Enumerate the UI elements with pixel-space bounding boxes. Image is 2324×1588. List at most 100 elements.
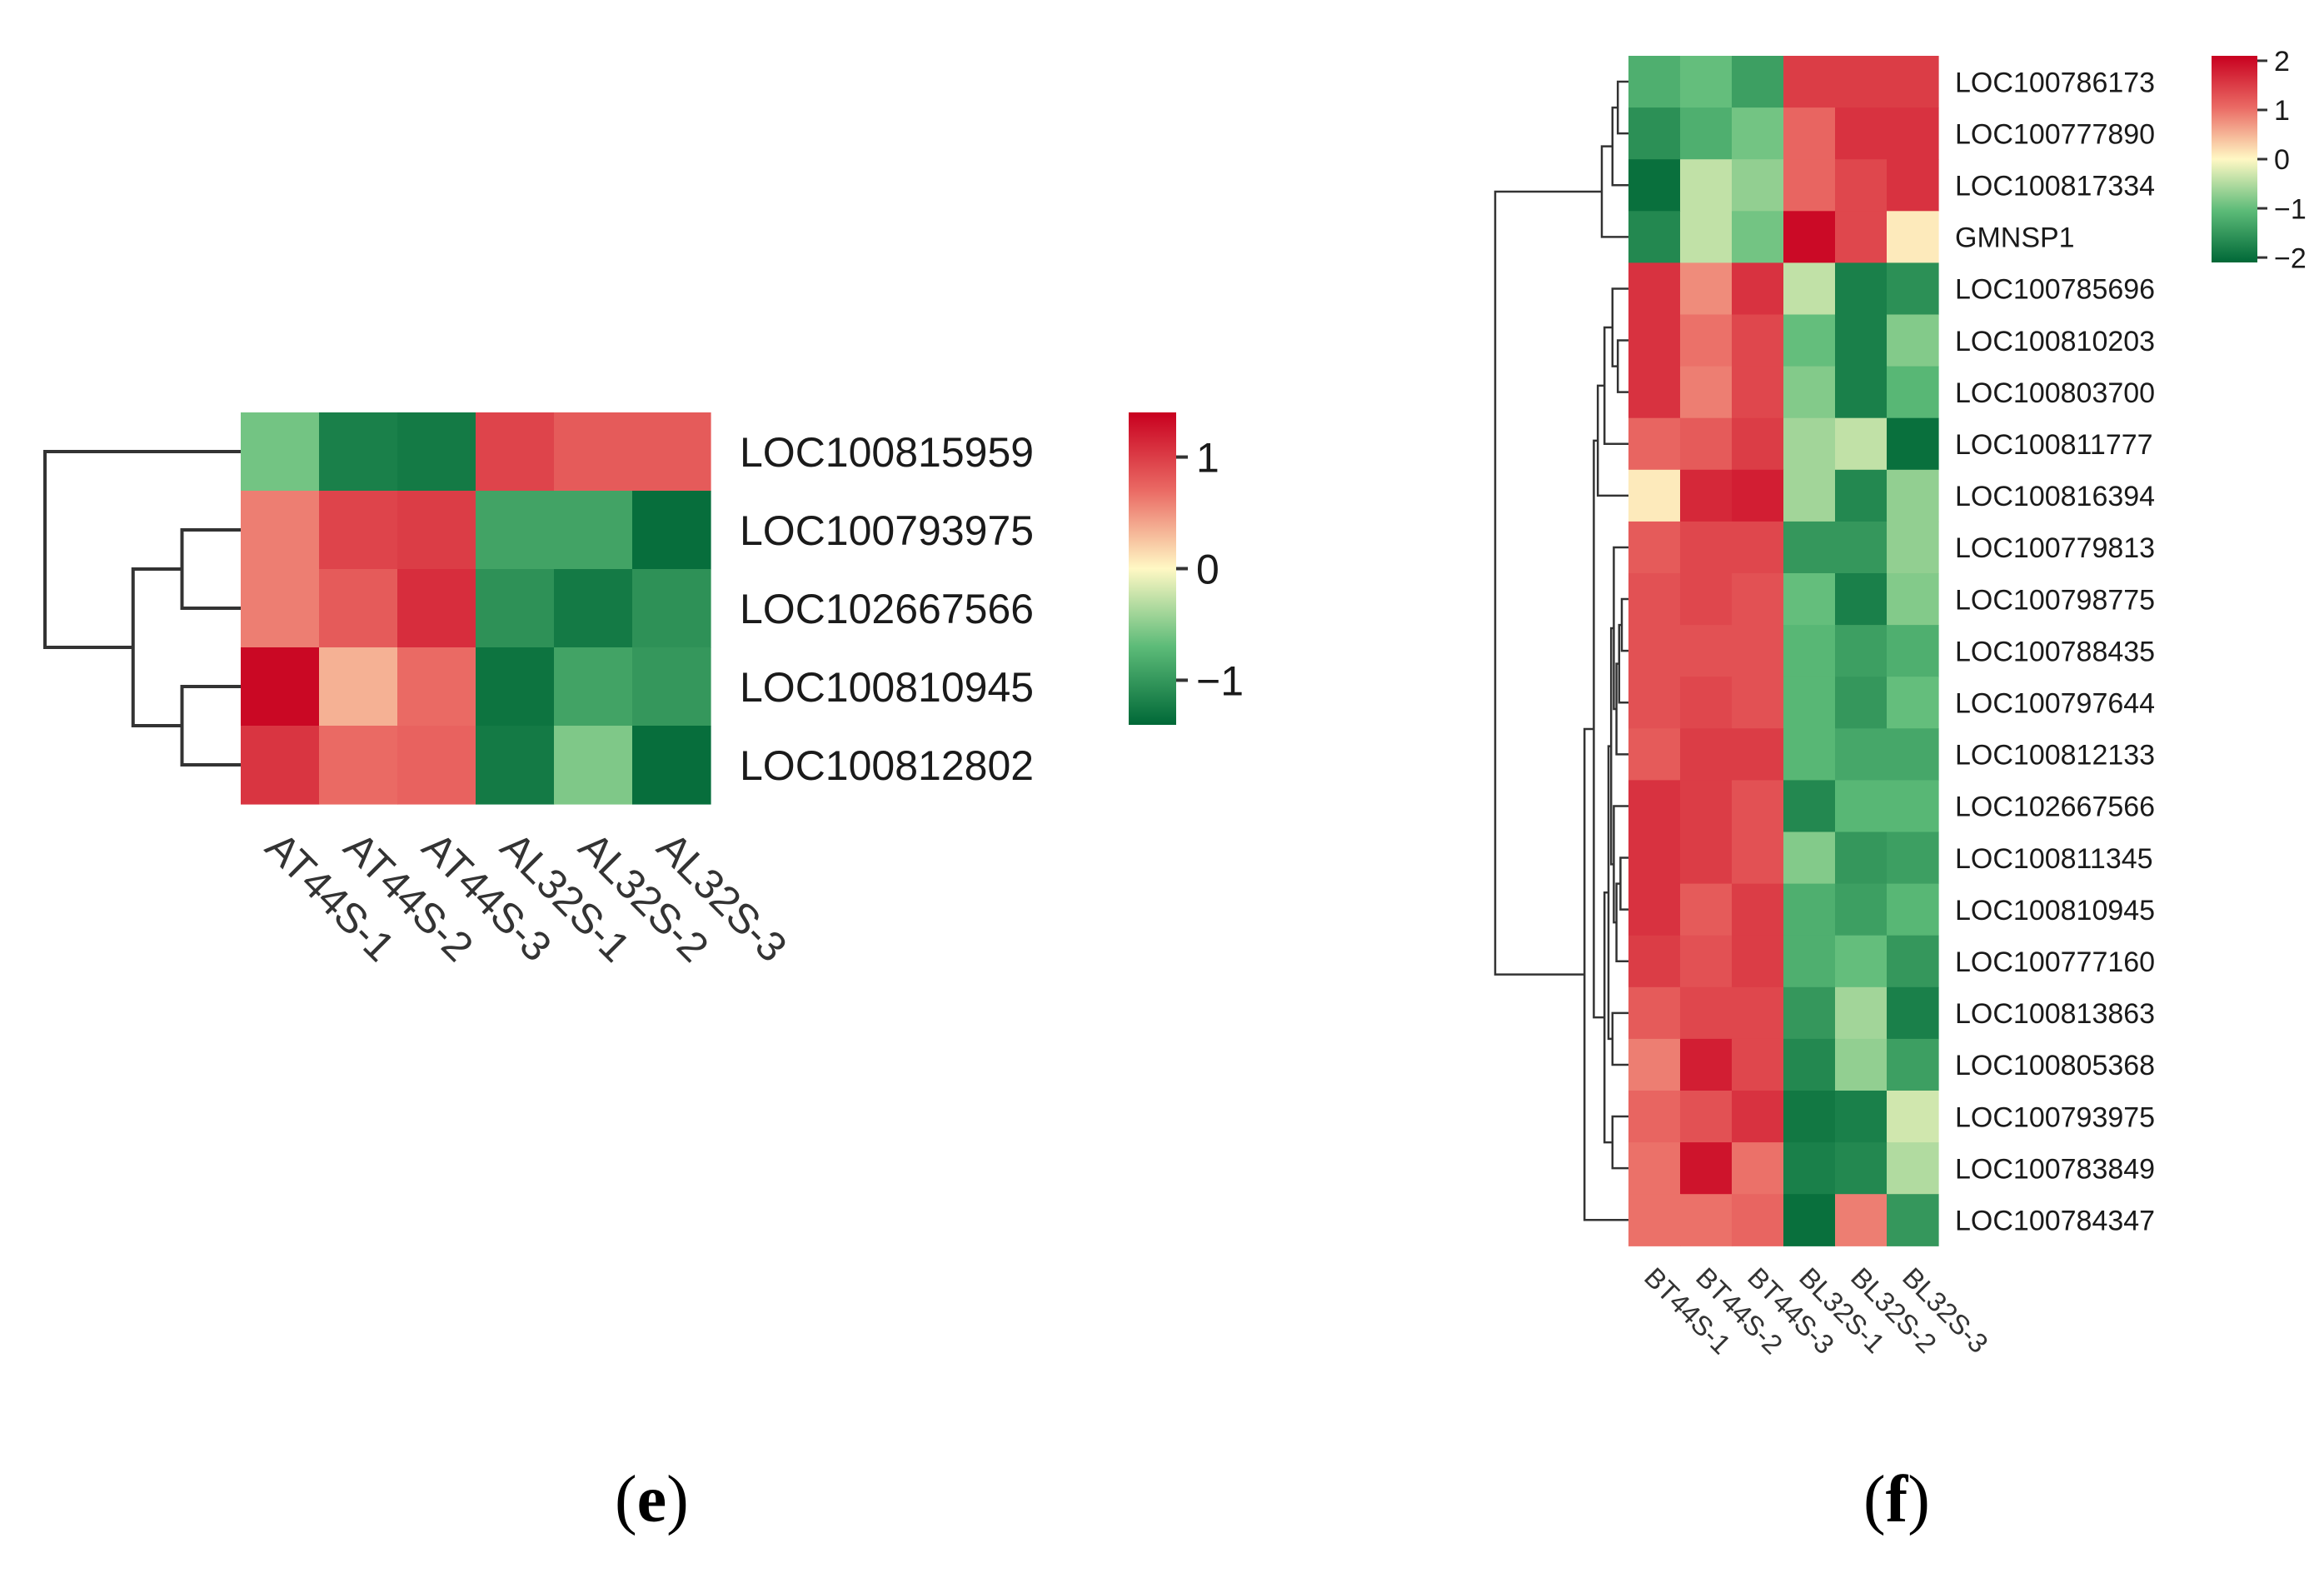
dendrogram-branch: [1603, 326, 1628, 445]
row-label: LOC100811345: [1955, 843, 2153, 875]
heatmap-cell: [1887, 780, 1939, 833]
heatmap-cell: [1887, 107, 1939, 160]
heatmap-cell: [1680, 417, 1733, 471]
row-label: LOC100810203: [1955, 326, 2155, 357]
heatmap-cell: [1887, 831, 1939, 885]
heatmap-cell: [1835, 986, 1888, 1040]
heatmap-cell: [319, 569, 398, 648]
heatmap-cell: [1732, 211, 1784, 263]
dendrogram-branch: [131, 567, 182, 727]
row-label: LOC100797644: [1955, 687, 2155, 719]
row-label: LOC102667566: [1955, 792, 2155, 823]
heatmap-cell: [554, 569, 633, 648]
heatmap-cell: [1732, 469, 1784, 522]
heatmap-cell: [1680, 159, 1733, 212]
heatmap-cell: [632, 412, 711, 492]
heatmap-cell: [1835, 573, 1888, 626]
heatmap-cell: [1835, 728, 1888, 781]
heatmap-cell: [1783, 107, 1836, 160]
heatmap-cell: [1628, 366, 1681, 419]
heatmap-cell: [1835, 625, 1888, 677]
dendrogram-branch: [180, 685, 241, 767]
row-label: LOC100815959: [740, 429, 1034, 476]
dendrogram-branch: [1611, 1011, 1628, 1066]
heatmap-cell: [241, 491, 320, 570]
heatmap-cell: [1628, 417, 1681, 471]
colorbar-tick-label: 0: [2274, 144, 2290, 176]
heatmap-cell: [397, 726, 476, 805]
heatmap-cell: [1887, 677, 1939, 729]
heatmap-cell: [632, 647, 711, 727]
heatmap-cell: [632, 569, 711, 648]
row-label: LOC100811777: [1955, 429, 2153, 461]
heatmap-cell: [1628, 935, 1681, 988]
heatmap-cell: [1628, 159, 1681, 212]
heatmap-cell: [1732, 521, 1784, 574]
heatmap-cell: [1680, 1142, 1733, 1195]
heatmap-cell: [1628, 262, 1681, 316]
heatmap-cell: [1783, 469, 1836, 522]
row-label: LOC100817334: [1955, 170, 2155, 202]
heatmap-cell: [1732, 1038, 1784, 1091]
heatmap-cell: [1680, 469, 1733, 522]
heatmap-cell: [1732, 831, 1784, 885]
heatmap-cell: [1783, 986, 1836, 1040]
heatmap-cell: [1783, 935, 1836, 988]
heatmap-cell: [1680, 986, 1733, 1040]
row-label: LOC100786173: [1955, 67, 2155, 98]
colorbar-tick-label: 0: [1196, 547, 1219, 593]
heatmap-cell: [1783, 1091, 1836, 1143]
colorbar-tick-label: 2: [2274, 46, 2290, 77]
dendrogram-branch: [1583, 727, 1628, 1221]
heatmap-cell: [1887, 314, 1939, 367]
heatmap-cell: [1783, 521, 1836, 574]
heatmap-cell: [1680, 625, 1733, 677]
colorbar-tick-label: −1: [1196, 657, 1244, 704]
heatmap-cell: [1783, 159, 1836, 212]
heatmap-cell: [1887, 935, 1939, 988]
heatmap-cell: [1628, 107, 1681, 160]
heatmap-cell: [1680, 56, 1733, 108]
row-label: LOC100816394: [1955, 481, 2155, 512]
row-label: LOC100810945: [740, 664, 1034, 711]
heatmap-cell: [1628, 314, 1681, 367]
heatmap-cell: [1680, 728, 1733, 781]
heatmap-cell: [1783, 573, 1836, 626]
row-dendrogram: [43, 450, 241, 767]
heatmap-cell: [1732, 883, 1784, 936]
heatmap-cell: [1783, 780, 1836, 833]
heatmap-cell: [1783, 417, 1836, 471]
row-label: LOC100793975: [1955, 1101, 2155, 1133]
heatmap-cell: [1680, 780, 1733, 833]
row-dendrogram: [1494, 80, 1628, 1221]
dendrogram-branch: [1615, 882, 1628, 962]
row-label: LOC100788435: [1955, 636, 2155, 667]
heatmap-cell: [1887, 625, 1939, 677]
heatmap-cell: [1887, 521, 1939, 574]
row-label: LOC100812802: [740, 742, 1034, 789]
heatmap-cell: [1680, 1194, 1733, 1246]
heatmap-cell: [1732, 159, 1784, 212]
heatmap-cell: [1628, 521, 1681, 574]
row-label: LOC100785696: [1955, 274, 2155, 306]
dendrogram-branch: [1611, 1115, 1628, 1170]
colorbar-tick-label: 1: [2274, 95, 2290, 127]
heatmap-cell: [476, 726, 555, 805]
row-label: GMNSP1: [1955, 222, 2075, 254]
row-label: LOC100803700: [1955, 377, 2155, 409]
heatmap-cell: [1783, 1142, 1836, 1195]
heatmap-cell: [1732, 780, 1784, 833]
heatmap-cell: [1680, 521, 1733, 574]
heatmap-cell: [1680, 314, 1733, 367]
row-label: LOC100812133: [1955, 740, 2155, 772]
row-label: LOC100798775: [1955, 584, 2155, 616]
row-label: LOC102667566: [740, 586, 1034, 632]
heatmap-cell: [1680, 573, 1733, 626]
heatmap-cell: [1835, 1142, 1888, 1195]
heatmap-cell: [1835, 211, 1888, 263]
dendrogram-branch: [1494, 190, 1602, 976]
row-label: LOC100784347: [1955, 1205, 2155, 1236]
heatmap-cell: [554, 726, 633, 805]
dendrogram-branch: [1611, 106, 1628, 187]
